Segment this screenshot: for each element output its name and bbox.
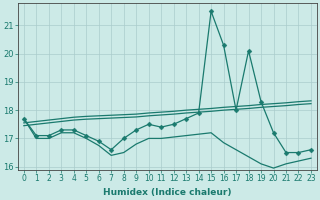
X-axis label: Humidex (Indice chaleur): Humidex (Indice chaleur) <box>103 188 232 197</box>
